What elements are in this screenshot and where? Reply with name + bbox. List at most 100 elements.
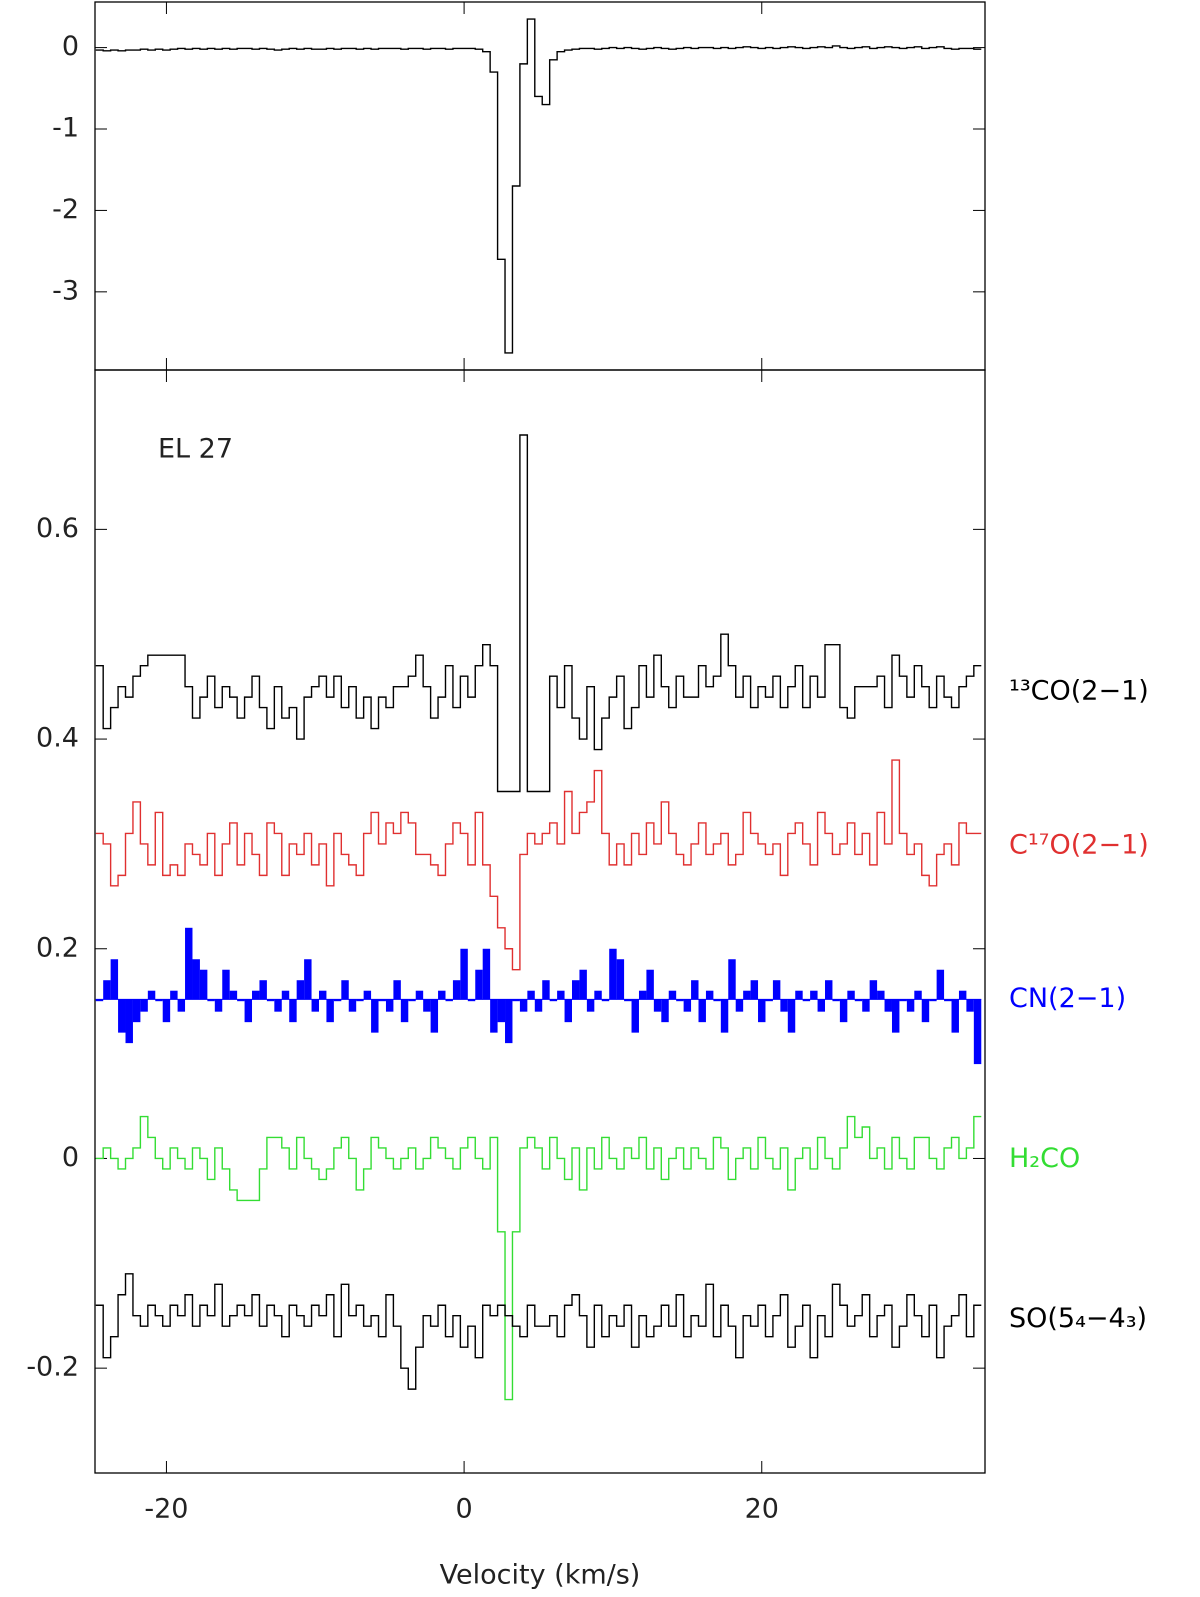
bar bbox=[638, 990, 647, 1000]
bar bbox=[259, 980, 267, 1000]
bar bbox=[512, 999, 520, 1002]
bar bbox=[899, 999, 907, 1002]
bar bbox=[839, 999, 848, 1023]
bar bbox=[490, 999, 498, 1033]
bar bbox=[787, 999, 796, 1033]
y-tick-label: -0.2 bbox=[26, 1352, 79, 1383]
bar bbox=[170, 990, 178, 1000]
bar bbox=[118, 999, 126, 1033]
bar bbox=[244, 999, 253, 1023]
bar bbox=[944, 999, 952, 1002]
bar bbox=[527, 990, 535, 1000]
bar bbox=[557, 990, 565, 1000]
bar bbox=[393, 980, 401, 1000]
plot-frame bbox=[94, 1, 986, 371]
series-label: C¹⁷O(2−1) bbox=[1009, 829, 1149, 860]
bar bbox=[735, 999, 744, 1012]
y-tick-label: 0 bbox=[62, 1142, 79, 1173]
bar bbox=[155, 999, 163, 1002]
bar bbox=[713, 999, 721, 1002]
bar bbox=[549, 999, 558, 1002]
y-tick-label: -3 bbox=[52, 275, 79, 306]
bar bbox=[348, 999, 357, 1012]
bar bbox=[304, 959, 312, 1000]
bar bbox=[185, 927, 193, 1000]
bar bbox=[162, 999, 171, 1023]
bar bbox=[698, 999, 706, 1023]
bar bbox=[891, 999, 900, 1033]
bar bbox=[877, 990, 885, 1000]
bar bbox=[132, 999, 141, 1023]
bar bbox=[452, 980, 461, 1000]
bar bbox=[378, 999, 386, 1002]
bar bbox=[906, 999, 915, 1012]
bar bbox=[140, 999, 148, 1012]
bar bbox=[214, 999, 223, 1012]
bar bbox=[884, 999, 892, 1012]
bar bbox=[408, 999, 416, 1002]
bar bbox=[810, 990, 818, 1000]
bar bbox=[661, 999, 669, 1023]
x-axis-title: Velocity (km/s) bbox=[440, 1560, 641, 1591]
bar bbox=[743, 990, 751, 1000]
x-tick-label: -20 bbox=[144, 1494, 188, 1525]
series-label: SO(5₄−4₃) bbox=[1009, 1303, 1147, 1334]
bar bbox=[542, 980, 550, 1000]
bar bbox=[683, 999, 692, 1012]
bar bbox=[579, 969, 587, 1000]
bar bbox=[445, 999, 453, 1002]
bar bbox=[921, 999, 930, 1023]
bar bbox=[266, 999, 275, 1002]
spectrum-line bbox=[95, 434, 982, 793]
bar bbox=[624, 999, 632, 1002]
bar bbox=[750, 980, 759, 1000]
bar bbox=[95, 999, 104, 1002]
bar bbox=[914, 990, 922, 1000]
bar bbox=[765, 999, 773, 1002]
bar bbox=[758, 999, 766, 1023]
series-label: H₂CO bbox=[1009, 1143, 1080, 1174]
bar bbox=[475, 969, 483, 1000]
bar bbox=[825, 980, 833, 1000]
bar bbox=[229, 990, 238, 1000]
bar bbox=[780, 999, 788, 1012]
bar bbox=[252, 990, 260, 1000]
bar bbox=[467, 999, 476, 1002]
x-tick-label: 0 bbox=[456, 1494, 473, 1525]
bar bbox=[668, 990, 677, 1000]
bar bbox=[862, 999, 870, 1012]
bar bbox=[430, 999, 439, 1033]
bar bbox=[110, 959, 119, 1000]
bar bbox=[237, 999, 245, 1002]
bar bbox=[966, 999, 974, 1012]
bar bbox=[929, 999, 937, 1002]
spectrum-line bbox=[95, 1115, 982, 1401]
bar bbox=[951, 999, 959, 1033]
bar bbox=[519, 999, 528, 1012]
bar bbox=[594, 990, 602, 1000]
bar bbox=[616, 959, 625, 1000]
bar bbox=[400, 999, 409, 1023]
bar bbox=[199, 969, 208, 1000]
bar bbox=[676, 999, 684, 1002]
bar bbox=[177, 999, 186, 1012]
series-label: ¹³CO(2−1) bbox=[1009, 676, 1149, 707]
bar bbox=[772, 980, 781, 1000]
bar bbox=[728, 959, 736, 1000]
bar bbox=[653, 999, 662, 1012]
bar bbox=[192, 959, 200, 1000]
bar bbox=[646, 969, 654, 1000]
bar bbox=[564, 999, 572, 1023]
y-tick-label: 0.4 bbox=[36, 723, 79, 754]
bar bbox=[207, 999, 215, 1002]
bar bbox=[363, 990, 372, 1000]
bar bbox=[274, 999, 282, 1012]
plot-frame bbox=[94, 369, 986, 1474]
bar bbox=[534, 999, 543, 1012]
bar bbox=[958, 990, 967, 1000]
bar bbox=[341, 980, 349, 1000]
bar bbox=[497, 999, 506, 1023]
spectrum-line bbox=[95, 759, 982, 971]
bar bbox=[311, 999, 319, 1012]
